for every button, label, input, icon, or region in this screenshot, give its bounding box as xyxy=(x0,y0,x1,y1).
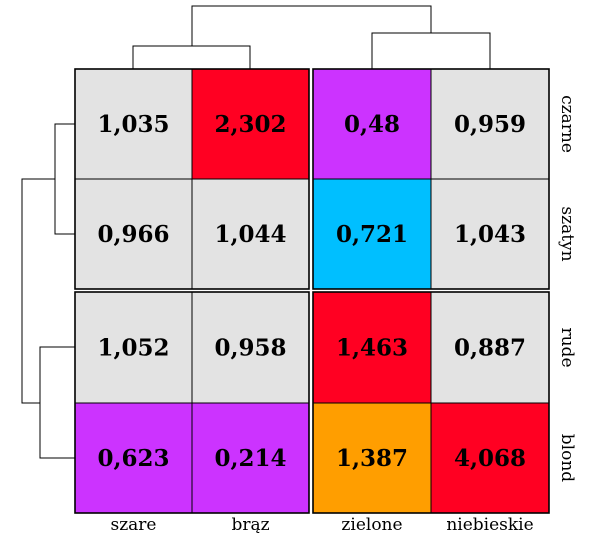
cell-value-label: 0,214 xyxy=(214,445,286,472)
cell-value-label: 1,035 xyxy=(97,111,169,138)
cell-value-label: 1,387 xyxy=(336,445,408,472)
column-dendrogram xyxy=(132,5,491,69)
cluster-frame xyxy=(312,68,550,290)
cluster-frame xyxy=(74,68,310,290)
cluster-frame xyxy=(312,291,550,514)
heatmap-cell xyxy=(430,291,550,404)
row-dendrogram-branch xyxy=(21,178,55,404)
heatmap-cell xyxy=(312,402,432,514)
column-label: niebieskie xyxy=(446,515,533,535)
cell-value-label: 0,966 xyxy=(97,221,169,248)
heatmap-cells: 1,035 2,302 0,48 0,959 0,966 1,044 0,721 1,043 1… xyxy=(74,68,550,514)
column-label: szare xyxy=(110,515,156,535)
heatmap-cell xyxy=(430,402,550,514)
cell-value-label: 1,043 xyxy=(454,221,526,248)
cell-value-label: 4,068 xyxy=(454,445,526,472)
cell-value-label: 0,887 xyxy=(454,335,526,362)
heatmap-cell xyxy=(74,178,193,290)
cell-value-label: 0,623 xyxy=(97,445,169,472)
group-frames xyxy=(74,68,550,514)
cell-value-label: 0,958 xyxy=(214,335,286,362)
row-label: szatyn xyxy=(557,206,577,261)
row-label: czarne xyxy=(557,95,577,153)
row-dendrogram xyxy=(21,123,75,459)
heatmap-cell xyxy=(191,178,310,290)
row-dendrogram-branch xyxy=(54,123,75,235)
cell-value-label: 0,721 xyxy=(336,221,408,248)
cell-value-label: 0,959 xyxy=(454,111,526,138)
row-labels: czarne szatyn rude blond xyxy=(557,95,577,482)
cell-value-label: 1,052 xyxy=(97,335,169,362)
heatmap-cell xyxy=(430,68,550,180)
row-label: rude xyxy=(557,327,577,367)
heatmap-cell xyxy=(74,68,193,180)
cell-value-label: 1,463 xyxy=(336,335,408,362)
heatmap-cell xyxy=(430,178,550,290)
column-labels: szare brąz zielone niebieskie xyxy=(110,515,533,535)
cell-value-label: 2,302 xyxy=(214,111,286,138)
row-dendrogram-branch xyxy=(39,346,75,459)
row-label: blond xyxy=(557,434,577,483)
column-dendrogram-branch xyxy=(371,32,491,69)
heatmap-cell xyxy=(191,68,310,180)
heatmap-cell xyxy=(74,402,193,514)
column-label: zielone xyxy=(341,515,402,535)
column-dendrogram-branch xyxy=(191,5,432,46)
column-dendrogram-branch xyxy=(132,45,251,69)
heatmap-cell xyxy=(191,291,310,404)
cluster-frame xyxy=(74,291,310,514)
heatmap-cell xyxy=(191,402,310,514)
cell-value-label: 0,48 xyxy=(344,111,400,138)
column-label: brąz xyxy=(231,515,269,535)
cell-value-label: 1,044 xyxy=(214,221,286,248)
